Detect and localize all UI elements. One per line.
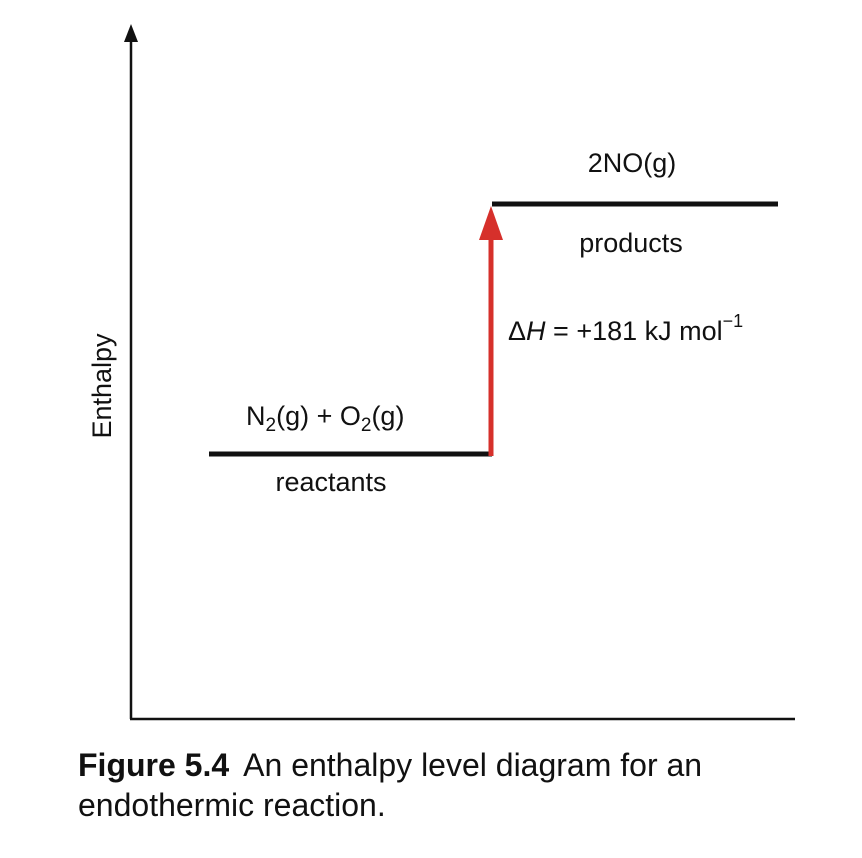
reactants-label: reactants	[275, 467, 386, 497]
products-label: products	[579, 228, 683, 258]
figure-caption: Figure 5.4 An enthalpy level diagram for …	[78, 745, 838, 825]
y-axis-arrowhead	[124, 24, 138, 42]
enthalpy-change-arrowhead	[479, 206, 503, 240]
enthalpy-change-label: ΔH = +181 kJ mol−1	[508, 311, 743, 346]
enthalpy-level-diagram: Enthalpy N2(g) + O2(g) reactants 2NO(g) …	[87, 24, 795, 721]
caption-text: An enthalpy level diagram for an endothe…	[78, 747, 703, 823]
figure-number: Figure 5.4	[78, 747, 230, 783]
y-axis-label: Enthalpy	[87, 333, 117, 439]
products-formula: 2NO(g)	[588, 148, 677, 178]
reactants-formula: N2(g) + O2(g)	[246, 401, 404, 436]
